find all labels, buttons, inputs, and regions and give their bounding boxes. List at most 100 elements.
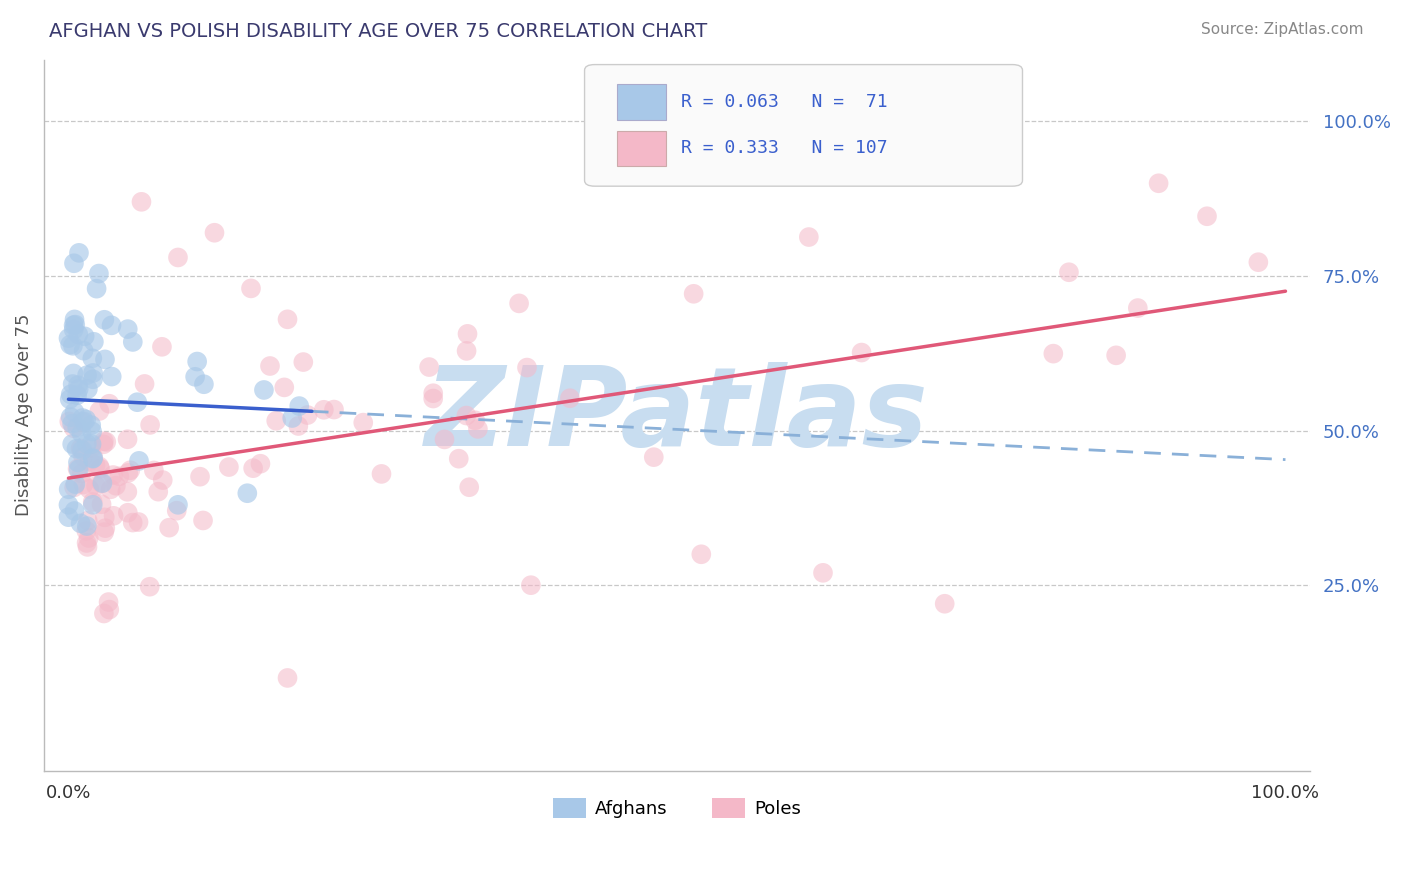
Point xyxy=(58,331,80,345)
Point xyxy=(191,513,214,527)
Point xyxy=(456,409,478,423)
Point xyxy=(80,418,103,433)
Point xyxy=(138,580,160,594)
Point xyxy=(93,312,115,326)
Point xyxy=(89,461,111,475)
Point xyxy=(312,402,335,417)
Point xyxy=(90,476,112,491)
Point xyxy=(98,397,121,411)
Point xyxy=(1105,348,1128,362)
Point xyxy=(75,412,97,426)
Point xyxy=(82,451,104,466)
Point xyxy=(1195,209,1218,223)
Point xyxy=(433,433,456,447)
Point xyxy=(82,450,104,464)
Point xyxy=(89,404,111,418)
Point xyxy=(58,414,80,428)
Point xyxy=(103,508,125,523)
Text: Source: ZipAtlas.com: Source: ZipAtlas.com xyxy=(1201,22,1364,37)
Point xyxy=(70,443,93,458)
Point xyxy=(167,498,190,512)
Point xyxy=(128,454,150,468)
Point xyxy=(520,578,543,592)
Point xyxy=(508,296,530,310)
Point xyxy=(69,516,91,531)
Point xyxy=(148,484,170,499)
Point xyxy=(120,463,142,477)
Point xyxy=(1147,176,1170,190)
Point xyxy=(82,372,104,386)
Point xyxy=(422,386,444,401)
Point xyxy=(108,469,131,483)
Point xyxy=(292,355,315,369)
Point xyxy=(218,460,240,475)
Y-axis label: Disability Age Over 75: Disability Age Over 75 xyxy=(15,314,32,516)
Point xyxy=(253,383,276,397)
Point xyxy=(249,457,271,471)
Point xyxy=(63,421,86,435)
Point xyxy=(447,451,470,466)
Point xyxy=(297,408,319,422)
Point xyxy=(63,256,86,270)
Point xyxy=(259,359,281,373)
Point xyxy=(66,378,89,392)
Point xyxy=(94,352,117,367)
Text: R = 0.063   N =  71: R = 0.063 N = 71 xyxy=(681,94,887,112)
Point xyxy=(128,515,150,529)
Point xyxy=(643,450,665,465)
Point xyxy=(59,387,82,401)
Point xyxy=(418,359,440,374)
Point xyxy=(62,323,84,337)
Point xyxy=(59,392,82,407)
Point xyxy=(467,422,489,436)
Point xyxy=(167,251,190,265)
Point xyxy=(93,434,115,449)
Point xyxy=(96,434,118,449)
Text: R = 0.333   N = 107: R = 0.333 N = 107 xyxy=(681,139,887,158)
Point xyxy=(89,459,111,474)
Point xyxy=(186,354,208,368)
Point xyxy=(60,417,83,431)
Point xyxy=(117,506,139,520)
Point xyxy=(117,432,139,446)
Point xyxy=(94,510,117,524)
Point xyxy=(811,566,834,580)
Point xyxy=(63,405,86,419)
Point xyxy=(84,458,107,473)
Point xyxy=(188,469,211,483)
Point xyxy=(184,369,207,384)
Point xyxy=(66,462,89,476)
Point xyxy=(72,415,94,429)
Point xyxy=(59,337,82,351)
Point xyxy=(73,415,96,429)
Point xyxy=(934,597,956,611)
Point xyxy=(63,504,86,518)
Point xyxy=(276,671,298,685)
Point xyxy=(166,504,188,518)
Point xyxy=(63,480,86,494)
Point xyxy=(66,388,89,402)
Point xyxy=(682,286,704,301)
Point xyxy=(457,326,479,341)
Point xyxy=(97,595,120,609)
Point xyxy=(62,339,84,353)
Point xyxy=(150,340,173,354)
Point xyxy=(72,450,94,464)
Point xyxy=(264,414,287,428)
Point xyxy=(65,477,87,491)
Point xyxy=(422,392,444,406)
Point xyxy=(66,420,89,434)
Point xyxy=(121,516,143,530)
Point xyxy=(82,495,104,509)
Point xyxy=(76,368,98,383)
Point xyxy=(323,402,346,417)
Point xyxy=(91,476,114,491)
Point xyxy=(58,510,80,524)
Point xyxy=(72,411,94,425)
Point xyxy=(100,369,122,384)
Point xyxy=(797,230,820,244)
Point xyxy=(1057,265,1080,279)
Point xyxy=(1042,346,1064,360)
Point xyxy=(93,437,115,451)
Point xyxy=(62,318,84,333)
